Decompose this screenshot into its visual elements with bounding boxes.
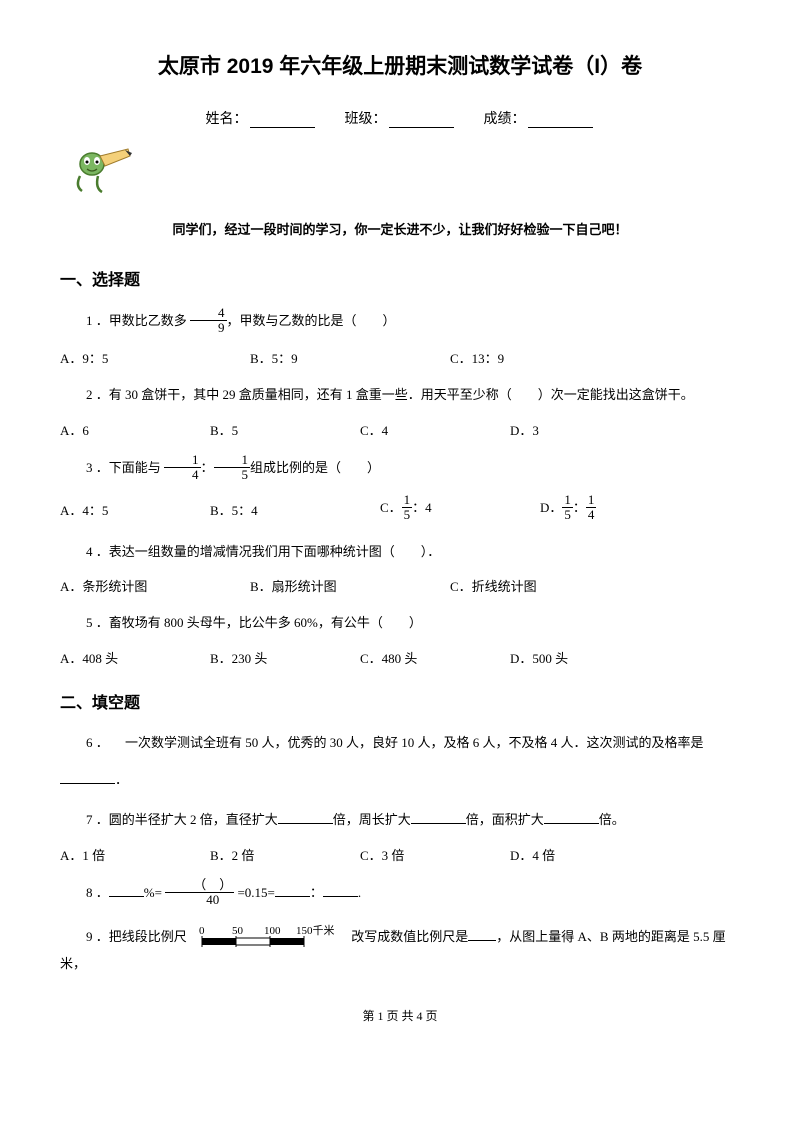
question-6: 6 ． 一次数学测试全班有 50 人，优秀的 30 人，良好 10 人，及格 6… — [60, 731, 740, 756]
pencil-icon — [70, 146, 132, 201]
q7-options: A．1 倍 B．2 倍 C．3 倍 D．4 倍 — [60, 845, 740, 864]
question-4: 4 ．表达一组数量的增减情况我们用下面哪种统计图（ ）． — [60, 540, 740, 565]
class-label: 班级： — [345, 112, 387, 127]
q7-m1: 倍，周长扩大 — [333, 812, 411, 827]
q3-colon: ： — [201, 460, 214, 475]
name-label: 姓名： — [206, 112, 248, 127]
q3-opt-a[interactable]: A．4：5 — [60, 500, 210, 519]
q1-opt-a[interactable]: A．9：5 — [60, 348, 250, 367]
question-8: 8 ． %= （ ）40 =0.15= ：. — [60, 880, 740, 908]
exam-title: 太原市 2019 年六年级上册期末测试数学试卷（I）卷 — [60, 50, 740, 80]
q2-options: A．6 B．5 C．4 D．3 — [60, 420, 740, 439]
name-blank[interactable] — [250, 113, 315, 128]
q8-blank2[interactable] — [275, 884, 310, 897]
q8-colon: ： — [310, 885, 323, 900]
q8-tail: . — [358, 885, 361, 900]
question-1: 1 ．甲数比乙数多 49，甲数与乙数的比是（ ） — [60, 308, 740, 336]
q5-opt-b[interactable]: B．230 头 — [210, 648, 360, 667]
q7-opt-d[interactable]: D．4 倍 — [510, 845, 555, 864]
q3-opt-b[interactable]: B．5：4 — [210, 500, 380, 519]
q1-fraction: 49 — [190, 306, 227, 334]
q1-opt-b[interactable]: B．5：9 — [250, 348, 450, 367]
q4-options: A．条形统计图 B．扇形统计图 C．折线统计图 — [60, 576, 740, 595]
q7-opt-b[interactable]: B．2 倍 — [210, 845, 360, 864]
q5-opt-a[interactable]: A．408 头 — [60, 648, 210, 667]
q6-text: 6 ． 一次数学测试全班有 50 人，优秀的 30 人，良好 10 人，及格 6… — [86, 735, 704, 750]
section-1-heading: 一、选择题 — [60, 266, 740, 290]
q4-opt-b[interactable]: B．扇形统计图 — [250, 576, 450, 595]
q8-blank3[interactable] — [323, 884, 358, 897]
q7-opt-c[interactable]: C．3 倍 — [360, 845, 510, 864]
svg-text:0: 0 — [199, 925, 205, 937]
q7-opt-a[interactable]: A．1 倍 — [60, 845, 210, 864]
question-3: 3 ．下面能与 14：15组成比例的是（ ） — [60, 455, 740, 483]
score-blank[interactable] — [528, 113, 593, 128]
q6-tail: ． — [115, 772, 128, 787]
q2-opt-d[interactable]: D．3 — [510, 420, 539, 439]
svg-text:100: 100 — [264, 925, 281, 937]
question-6-blank-line: ． — [60, 768, 740, 793]
class-blank[interactable] — [389, 113, 454, 128]
q8-eq2: =0.15= — [234, 885, 275, 900]
q7-blank1[interactable] — [278, 811, 333, 824]
q1-pre: 1 ．甲数比乙数多 — [86, 313, 190, 328]
q7-blank2[interactable] — [411, 811, 466, 824]
q7-m2: 倍，面积扩大 — [466, 812, 544, 827]
info-line: 姓名： 班级： 成绩： — [60, 108, 740, 128]
q6-blank[interactable] — [60, 771, 115, 784]
q5-options: A．408 头 B．230 头 C．480 头 D．500 头 — [60, 648, 740, 667]
q1-opt-c[interactable]: C．13：9 — [450, 348, 504, 367]
q4-opt-c[interactable]: C．折线统计图 — [450, 576, 537, 595]
q8-blank1[interactable] — [109, 884, 144, 897]
q1-post: ，甲数与乙数的比是（ ） — [227, 313, 396, 328]
q7-tail: 倍。 — [599, 812, 625, 827]
q2-opt-b[interactable]: B．5 — [210, 420, 360, 439]
encouragement-text: 同学们，经过一段时间的学习，你一定长进不少，让我们好好检验一下自己吧！ — [60, 219, 740, 238]
q3-post: 组成比例的是（ ） — [250, 460, 380, 475]
q5-opt-c[interactable]: C．480 头 — [360, 648, 510, 667]
q3-pre: 3 ．下面能与 — [86, 460, 164, 475]
scale-ruler-icon: 0 50 100 150千米 — [190, 929, 351, 944]
svg-text:150千米: 150千米 — [296, 924, 335, 937]
q3-frac1: 14 — [164, 453, 201, 481]
q5-opt-d[interactable]: D．500 头 — [510, 648, 568, 667]
q7-blank3[interactable] — [544, 811, 599, 824]
q2-opt-c[interactable]: C．4 — [360, 420, 510, 439]
q3-opt-c[interactable]: C．15：4 — [380, 495, 540, 523]
q3-frac2: 15 — [214, 453, 251, 481]
section-2-heading: 二、填空题 — [60, 689, 740, 713]
q1-options: A．9：5 B．5：9 C．13：9 — [60, 348, 740, 367]
q2-opt-a[interactable]: A．6 — [60, 420, 210, 439]
svg-text:50: 50 — [232, 925, 244, 937]
q8-eq1: %= — [144, 885, 165, 900]
q3-options: A．4：5 B．5：4 C．15：4 D．15：14 — [60, 495, 740, 523]
q7-pre: 7 ．圆的半径扩大 2 倍，直径扩大 — [86, 812, 278, 827]
q8-fraction: （ ）40 — [165, 878, 234, 906]
page-footer: 第 1 页 共 4 页 — [60, 1007, 740, 1024]
q9-blank[interactable] — [468, 928, 496, 941]
q4-opt-a[interactable]: A．条形统计图 — [60, 576, 250, 595]
q3-opt-d[interactable]: D．15：14 — [540, 495, 596, 523]
question-9: 9 ．把线段比例尺 0 50 100 150千米 改写成数值比例尺是，从图上量得… — [60, 924, 740, 977]
q9-pre: 9 ．把线段比例尺 — [86, 929, 187, 944]
question-2: 2 ．有 30 盒饼干，其中 29 盒质量相同，还有 1 盒重一些．用天平至少称… — [60, 383, 740, 408]
q9-mid: 改写成数值比例尺是 — [351, 929, 468, 944]
question-7: 7 ．圆的半径扩大 2 倍，直径扩大 倍，周长扩大 倍，面积扩大 倍。 — [60, 808, 740, 833]
q8-pre: 8 ． — [86, 885, 109, 900]
score-label: 成绩： — [484, 112, 526, 127]
question-5: 5 ．畜牧场有 800 头母牛，比公牛多 60%，有公牛（ ） — [60, 611, 740, 636]
